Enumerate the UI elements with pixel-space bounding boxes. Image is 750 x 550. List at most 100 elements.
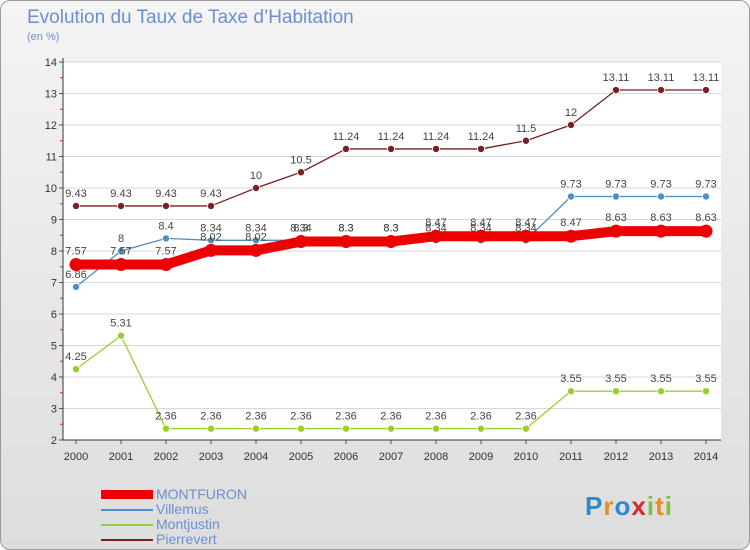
legend-label: Villemus (156, 501, 209, 517)
data-label-montjustin: 3.55 (695, 373, 716, 385)
y-tick-label: 12 (45, 120, 57, 132)
x-tick-label: 2006 (334, 451, 358, 463)
x-tick-label: 2010 (514, 451, 538, 463)
data-point-montjustin (522, 424, 531, 433)
data-label-villemus: 8.4 (158, 220, 173, 232)
data-point-montfuron (564, 229, 578, 243)
data-point-montjustin (251, 424, 260, 433)
x-tick-label: 2014 (694, 451, 718, 463)
logo-letter: x (631, 491, 647, 521)
data-label-pierrevert: 9.43 (65, 188, 86, 200)
chart-title: Evolution du Taux de Taxe d’Habitation (27, 7, 354, 28)
data-point-pierrevert (476, 144, 485, 153)
data-label-montfuron: 8.63 (650, 212, 671, 224)
data-point-pierrevert (431, 144, 440, 153)
data-label-montfuron: 8.47 (560, 217, 581, 229)
data-label-montjustin: 5.31 (110, 318, 131, 330)
data-point-montfuron (519, 229, 533, 243)
data-label-villemus: 8.34 (200, 222, 221, 234)
y-tick-label: 6 (51, 309, 57, 321)
data-point-pierrevert (161, 201, 170, 210)
data-label-montjustin: 3.55 (605, 373, 626, 385)
y-tick-label: 13 (45, 89, 57, 101)
data-label-pierrevert: 9.43 (110, 188, 131, 200)
y-tick-label: 14 (45, 57, 57, 69)
y-tick-label: 5 (51, 341, 57, 353)
logo-letter: P (585, 491, 604, 521)
y-tick-label: 4 (51, 372, 57, 384)
data-point-montfuron (699, 224, 713, 238)
data-label-pierrevert: 11.24 (333, 131, 360, 143)
data-point-montjustin (476, 424, 485, 433)
data-label-pierrevert: 13.11 (693, 72, 720, 84)
data-label-pierrevert: 11.24 (378, 131, 405, 143)
data-point-villemus (161, 234, 170, 243)
data-label-montfuron: 7.57 (65, 246, 86, 258)
data-label-montfuron: 8.3 (383, 223, 398, 235)
data-label-montjustin: 2.36 (290, 411, 311, 423)
data-point-villemus (72, 282, 81, 291)
data-label-montfuron: 8.47 (515, 217, 536, 229)
data-point-villemus (702, 192, 711, 201)
data-label-pierrevert: 10.5 (290, 154, 311, 166)
data-label-montfuron: 8.02 (200, 231, 221, 243)
data-label-pierrevert: 11.5 (516, 123, 537, 135)
data-label-villemus: 9.73 (695, 179, 716, 191)
legend-swatch (101, 490, 153, 499)
data-point-montjustin (296, 424, 305, 433)
data-point-montjustin (206, 424, 215, 433)
data-point-montfuron (114, 258, 128, 272)
data-point-montjustin (567, 387, 576, 396)
data-label-montjustin: 2.36 (245, 411, 266, 423)
data-point-montjustin (702, 387, 711, 396)
data-point-villemus (567, 192, 576, 201)
data-label-villemus: 9.73 (560, 179, 581, 191)
x-tick-label: 2004 (244, 451, 268, 463)
x-tick-label: 2001 (109, 451, 133, 463)
data-point-montfuron (294, 235, 308, 249)
logo-letter: i (646, 491, 656, 521)
data-point-montfuron (654, 224, 668, 238)
logo-letter: i (664, 491, 673, 521)
data-point-pierrevert (341, 144, 350, 153)
data-label-montjustin: 2.36 (470, 411, 491, 423)
x-tick-label: 2008 (424, 451, 448, 463)
data-point-montfuron (159, 258, 173, 272)
data-label-montfuron: 8.3 (293, 223, 308, 235)
data-label-villemus: 8 (118, 233, 124, 245)
x-tick-label: 2007 (379, 451, 403, 463)
data-label-montfuron: 7.57 (155, 246, 176, 258)
data-point-pierrevert (251, 183, 260, 192)
x-tick-label: 2009 (469, 451, 493, 463)
data-point-montfuron (429, 229, 443, 243)
data-point-villemus (117, 246, 126, 255)
legend-label: Montjustin (156, 516, 220, 532)
data-point-montfuron (384, 235, 398, 249)
y-tick-label: 11 (46, 152, 57, 164)
data-label-montfuron: 8.3 (338, 223, 353, 235)
x-tick-label: 2013 (649, 451, 673, 463)
data-point-montjustin (386, 424, 395, 433)
data-point-pierrevert (386, 144, 395, 153)
y-tick-label: 10 (45, 183, 57, 195)
legend-label: Pierrevert (156, 531, 217, 547)
logo-letter: t (655, 491, 665, 521)
x-tick-label: 2005 (289, 451, 313, 463)
y-tick-label: 8 (51, 246, 57, 258)
chart-subtitle: (en %) (27, 31, 60, 43)
data-point-villemus (612, 192, 621, 201)
x-tick-label: 2002 (154, 451, 178, 463)
x-tick-label: 2012 (604, 451, 628, 463)
y-tick-label: 9 (51, 215, 57, 227)
data-point-villemus (657, 192, 666, 201)
data-point-montjustin (161, 424, 170, 433)
data-label-montfuron: 8.63 (695, 212, 716, 224)
y-tick-label: 3 (51, 404, 57, 416)
data-label-pierrevert: 10 (250, 170, 262, 182)
data-label-montjustin: 2.36 (425, 411, 446, 423)
logo-letter: r (603, 491, 615, 521)
x-tick-label: 2003 (199, 451, 223, 463)
data-label-villemus: 8.34 (245, 222, 266, 234)
data-label-montjustin: 2.36 (200, 411, 221, 423)
